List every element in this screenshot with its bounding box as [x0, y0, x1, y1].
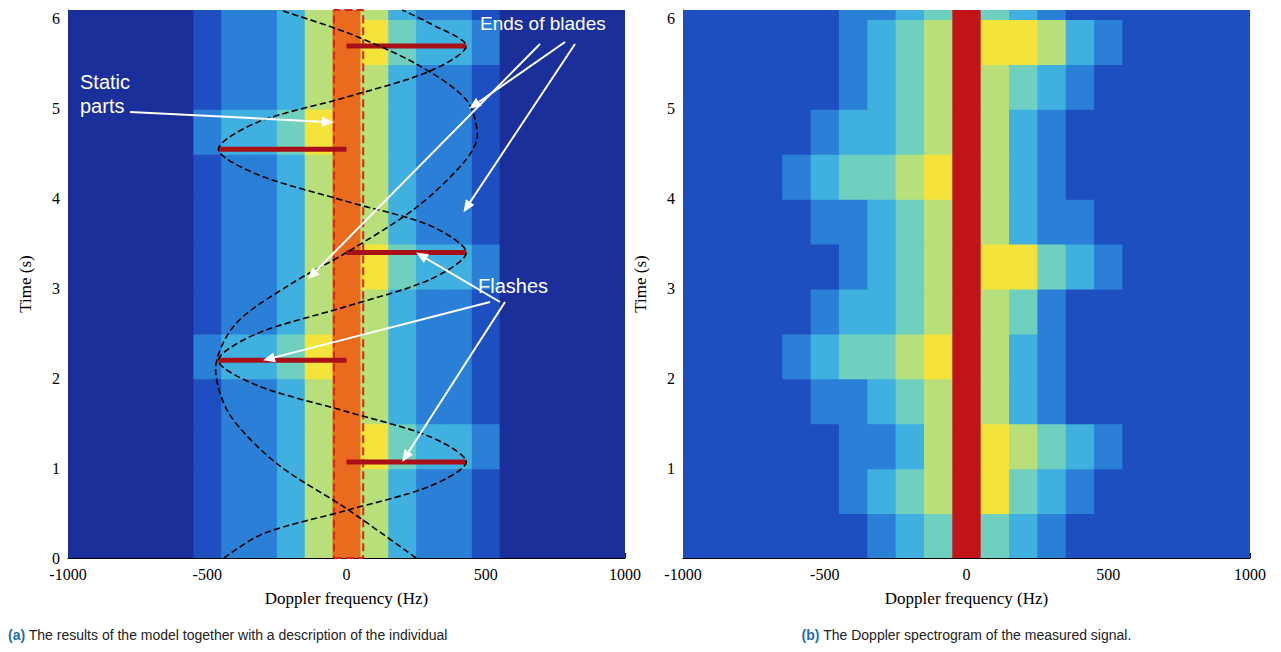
svg-text:0: 0 [963, 566, 971, 583]
svg-text:Doppler frequency (Hz): Doppler frequency (Hz) [885, 589, 1048, 608]
svg-text:(a): (a) [8, 627, 25, 643]
svg-text:0: 0 [52, 550, 60, 567]
svg-text:5: 5 [667, 100, 675, 117]
svg-text:500: 500 [1096, 566, 1120, 583]
svg-text:2: 2 [52, 370, 60, 387]
svg-text:Doppler frequency (Hz): Doppler frequency (Hz) [265, 589, 428, 608]
svg-text:Time (s): Time (s) [16, 255, 35, 312]
svg-text:Static: Static [80, 71, 130, 93]
svg-text:Ends of blades: Ends of blades [480, 13, 606, 34]
svg-text:-1000: -1000 [664, 566, 701, 583]
svg-text:500: 500 [474, 566, 498, 583]
svg-text:5: 5 [52, 100, 60, 117]
svg-text:3: 3 [667, 280, 675, 297]
svg-text:6: 6 [667, 10, 675, 27]
svg-text:-500: -500 [810, 566, 839, 583]
svg-text:(b): (b) [802, 627, 820, 643]
svg-text:Flashes: Flashes [478, 275, 548, 297]
svg-text:1000: 1000 [609, 566, 641, 583]
svg-text:parts: parts [80, 95, 124, 117]
svg-text:-1000: -1000 [49, 566, 86, 583]
svg-text:1: 1 [52, 460, 60, 477]
svg-text:4: 4 [667, 190, 675, 207]
svg-text:The results of the model toget: The results of the model together with a… [25, 627, 447, 643]
svg-text:-500: -500 [193, 566, 222, 583]
svg-text:6: 6 [52, 10, 60, 27]
svg-text:4: 4 [52, 190, 60, 207]
svg-text:Time (s): Time (s) [631, 255, 650, 312]
svg-text:2: 2 [667, 370, 675, 387]
svg-text:0: 0 [343, 566, 351, 583]
svg-text:3: 3 [52, 280, 60, 297]
svg-text:1000: 1000 [1234, 566, 1266, 583]
svg-text:The Doppler spectrogram of the: The Doppler spectrogram of the measured … [820, 627, 1132, 643]
svg-text:1: 1 [667, 460, 675, 477]
